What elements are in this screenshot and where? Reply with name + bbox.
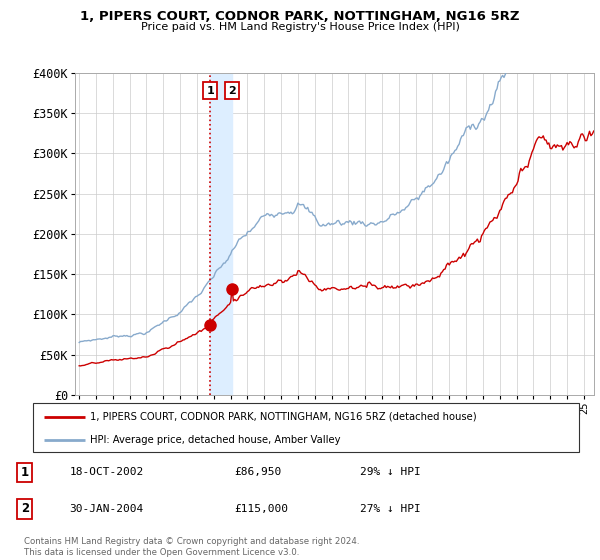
Text: 29% ↓ HPI: 29% ↓ HPI	[360, 468, 421, 478]
Text: 30-JAN-2004: 30-JAN-2004	[70, 504, 143, 514]
Text: HPI: Average price, detached house, Amber Valley: HPI: Average price, detached house, Ambe…	[91, 435, 341, 445]
Text: 18-OCT-2002: 18-OCT-2002	[70, 468, 143, 478]
Text: 27% ↓ HPI: 27% ↓ HPI	[360, 504, 421, 514]
Text: 1: 1	[206, 86, 214, 96]
Bar	[210, 73, 232, 395]
Text: £86,950: £86,950	[235, 468, 282, 478]
Text: 1, PIPERS COURT, CODNOR PARK, NOTTINGHAM, NG16 5RZ: 1, PIPERS COURT, CODNOR PARK, NOTTINGHAM…	[80, 10, 520, 23]
Text: 2: 2	[21, 502, 29, 515]
Text: 1, PIPERS COURT, CODNOR PARK, NOTTINGHAM, NG16 5RZ (detached house): 1, PIPERS COURT, CODNOR PARK, NOTTINGHAM…	[91, 412, 477, 422]
Text: Contains HM Land Registry data © Crown copyright and database right 2024.
This d: Contains HM Land Registry data © Crown c…	[24, 537, 359, 557]
Text: Price paid vs. HM Land Registry's House Price Index (HPI): Price paid vs. HM Land Registry's House …	[140, 22, 460, 32]
Text: 1: 1	[21, 466, 29, 479]
Text: £115,000: £115,000	[235, 504, 289, 514]
Text: 2: 2	[228, 86, 236, 96]
